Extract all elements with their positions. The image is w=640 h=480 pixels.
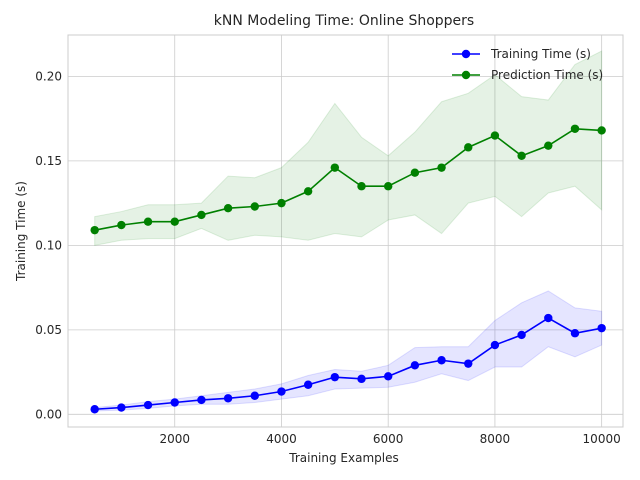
series-1-point [597, 126, 606, 135]
x-tick-label: 2000 [159, 432, 190, 446]
chart-title: kNN Modeling Time: Online Shoppers [214, 13, 474, 29]
series-1-point [197, 210, 206, 220]
series-1-point [570, 124, 580, 133]
x-tick-label: 4000 [266, 432, 297, 446]
series-1-point [490, 131, 500, 140]
series-1-band [94, 50, 603, 246]
series-0-point [544, 313, 553, 323]
series-1-point [143, 217, 153, 226]
x-tick-label: 8000 [480, 432, 511, 446]
y-tick-label: 0.05 [35, 323, 62, 337]
x-tick-label: 6000 [373, 432, 404, 446]
series-0-point [410, 361, 420, 370]
series-0-point [570, 329, 580, 338]
series-0-point [223, 394, 233, 403]
series-1-line [94, 127, 602, 231]
series-0-point [303, 380, 313, 389]
series-0-point [464, 359, 473, 368]
series-0-point [117, 403, 126, 412]
legend-label: Prediction Time (s) [491, 68, 603, 82]
legend-marker [461, 70, 471, 80]
legend: Training Time (s) Prediction Time (s) [452, 47, 603, 82]
series-1-point [303, 187, 313, 196]
series-1-point [357, 182, 366, 191]
series-1-point [90, 225, 99, 235]
series-1-point [544, 141, 553, 150]
series-1-point [383, 182, 393, 191]
series-0-point [357, 374, 366, 384]
series-1-point [330, 163, 340, 172]
x-axis-label: Training Examples [288, 451, 398, 465]
series-0-point [330, 372, 340, 382]
series-1-point [410, 168, 420, 177]
series-1-point [517, 151, 526, 161]
series-0-point [90, 405, 99, 414]
tick-labels: 2000 4000 6000 8000 10000 0.00 0.05 0.10 0.15 0.2… [35, 69, 620, 446]
series-0-point [597, 323, 606, 333]
y-tick-label: 0.10 [35, 238, 62, 252]
series-0-point [143, 400, 153, 410]
y-axis-label: Training Time (s) [14, 181, 28, 282]
series-0-point [170, 398, 179, 407]
series-0-point [250, 391, 259, 400]
y-tick-label: 0.20 [35, 69, 62, 83]
series-1-point [117, 220, 126, 230]
series-0-point [277, 387, 286, 396]
x-tick-label: 10000 [583, 432, 621, 446]
series-1-point [277, 198, 286, 208]
y-tick-label: 0.00 [35, 407, 62, 421]
series-lines [90, 124, 606, 414]
series-1-point [223, 203, 233, 213]
series-1-point [170, 217, 179, 226]
y-tick-label: 0.15 [35, 154, 62, 168]
series-0-point [437, 356, 446, 365]
confidence-bands [94, 50, 603, 412]
series-0-band [94, 290, 603, 412]
series-0-point [383, 372, 393, 381]
series-0-line [94, 317, 602, 411]
series-0-point [197, 395, 206, 405]
legend-marker [461, 49, 471, 59]
series-0-point [517, 330, 526, 340]
series-1-point [437, 163, 446, 172]
plot-frame [67, 34, 624, 428]
series-1-point [464, 143, 473, 152]
series-0-point [490, 340, 500, 350]
series-1-point [250, 202, 259, 211]
legend-label: Training Time (s) [490, 47, 591, 61]
